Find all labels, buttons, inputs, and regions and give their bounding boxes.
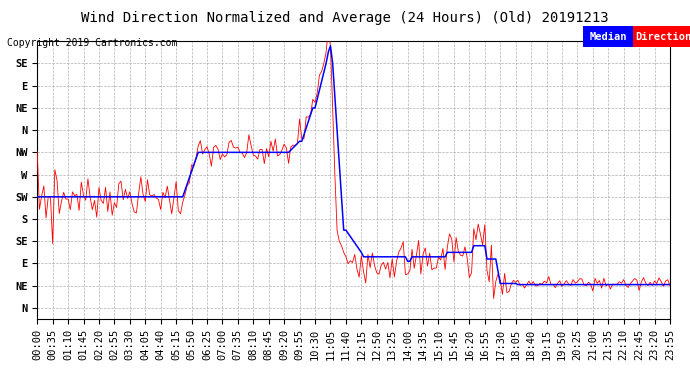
Text: Wind Direction Normalized and Average (24 Hours) (Old) 20191213: Wind Direction Normalized and Average (2… <box>81 11 609 25</box>
Text: Median: Median <box>589 32 627 42</box>
Text: Direction: Direction <box>635 32 690 42</box>
Text: Copyright 2019 Cartronics.com: Copyright 2019 Cartronics.com <box>7 38 177 48</box>
